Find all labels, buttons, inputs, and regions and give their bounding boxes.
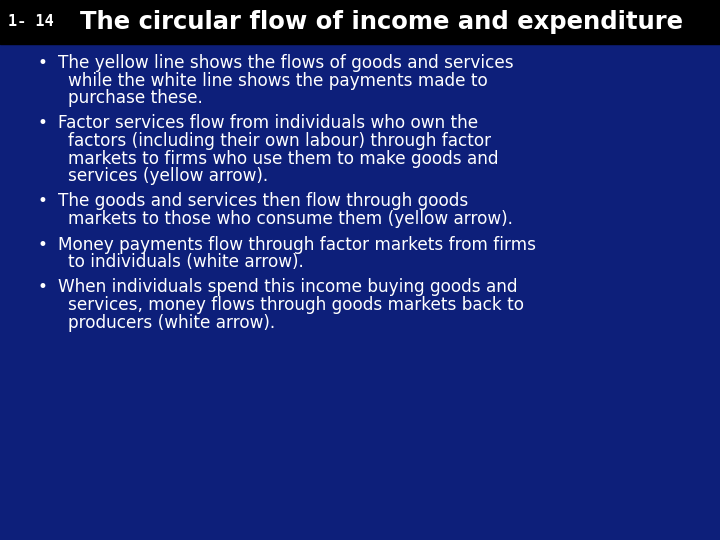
Text: Factor services flow from individuals who own the: Factor services flow from individuals wh… bbox=[58, 114, 478, 132]
Text: The circular flow of income and expenditure: The circular flow of income and expendit… bbox=[80, 10, 683, 34]
Text: services (yellow arrow).: services (yellow arrow). bbox=[68, 167, 269, 185]
Text: markets to firms who use them to make goods and: markets to firms who use them to make go… bbox=[68, 150, 498, 167]
Text: while the white line shows the payments made to: while the white line shows the payments … bbox=[68, 71, 487, 90]
Text: to individuals (white arrow).: to individuals (white arrow). bbox=[68, 253, 304, 271]
Text: producers (white arrow).: producers (white arrow). bbox=[68, 314, 275, 332]
Text: •: • bbox=[38, 235, 48, 253]
Text: services, money flows through goods markets back to: services, money flows through goods mark… bbox=[68, 296, 524, 314]
Text: •: • bbox=[38, 54, 48, 72]
Text: •: • bbox=[38, 114, 48, 132]
Text: The goods and services then flow through goods: The goods and services then flow through… bbox=[58, 192, 468, 211]
Text: Money payments flow through factor markets from firms: Money payments flow through factor marke… bbox=[58, 235, 536, 253]
Text: markets to those who consume them (yellow arrow).: markets to those who consume them (yello… bbox=[68, 210, 513, 228]
Text: When individuals spend this income buying goods and: When individuals spend this income buyin… bbox=[58, 279, 518, 296]
Bar bbox=[0, 0, 720, 44]
Text: The yellow line shows the flows of goods and services: The yellow line shows the flows of goods… bbox=[58, 54, 513, 72]
Text: purchase these.: purchase these. bbox=[68, 89, 203, 107]
Text: factors (including their own labour) through factor: factors (including their own labour) thr… bbox=[68, 132, 491, 150]
Text: •: • bbox=[38, 279, 48, 296]
Text: 1- 14: 1- 14 bbox=[8, 15, 53, 30]
Text: •: • bbox=[38, 192, 48, 211]
